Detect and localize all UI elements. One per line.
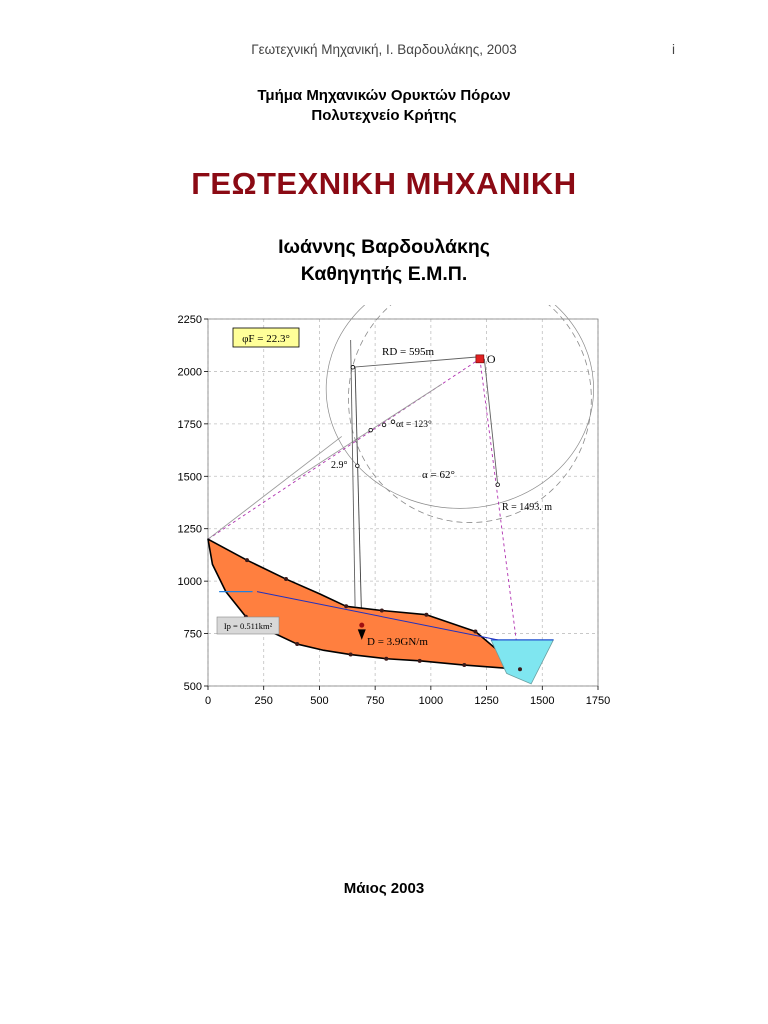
- surface-point: [379, 608, 384, 613]
- x-tick-label: 250: [255, 695, 273, 707]
- running-header: Γεωτεχνική Μηχανική, Ι. Βαρδουλάκης, 200…: [0, 42, 768, 62]
- phi-f-box: [232, 327, 300, 348]
- centre-marker: [475, 354, 485, 364]
- chord-line: [207, 436, 342, 540]
- phi-f-label: φF = 22.3°: [242, 333, 290, 345]
- point-o-label: O: [487, 352, 496, 366]
- page-number: i: [672, 42, 675, 57]
- surface-point: [284, 577, 288, 582]
- author-block: Ιωάννης Βαρδουλάκης Καθηγητής Ε.Μ.Π.: [0, 234, 768, 288]
- surface-point: [384, 656, 389, 661]
- construction-point: [355, 463, 360, 468]
- y-tick-label: 1750: [178, 419, 202, 431]
- surface-point: [518, 667, 522, 672]
- force-point: [359, 622, 365, 628]
- y-tick-label: 500: [184, 681, 202, 693]
- y-tick-label: 750: [184, 629, 202, 641]
- y-tick-label: 1500: [178, 471, 202, 483]
- y-tick-label: 1000: [178, 576, 202, 588]
- vertical-line-left: [350, 339, 356, 607]
- slope-stability-chart: φF = 22.3° Ip = 0.511km² RD = 595m Oαt = 12…: [178, 268, 610, 707]
- construction-point: [381, 422, 387, 428]
- surface-point: [424, 612, 429, 617]
- construction-point: [390, 419, 396, 424]
- r-radius-label: R = 1493. m: [502, 502, 552, 513]
- university-name: Πολυτεχνείο Κρήτης: [311, 107, 457, 124]
- surface-point: [462, 663, 467, 668]
- rd-circle-arc: [325, 268, 594, 509]
- surface-point: [245, 558, 249, 563]
- failure-circle-arc: [348, 274, 592, 523]
- construction-point: [368, 427, 373, 433]
- running-title: Γεωτεχνική Μηχανική, Ι. Βαρδουλάκης, 200…: [251, 42, 517, 57]
- surface-point: [295, 642, 300, 647]
- construction-point: [350, 365, 356, 370]
- radius-line: [483, 358, 499, 485]
- d-force-label: D = 3.9GN/m: [367, 636, 428, 648]
- plot-frame: [207, 318, 599, 687]
- ip-box: [216, 616, 280, 635]
- document-title: ΓΕΩΤΕΧΝΙΚΗ ΜΗΧΑΝΙΚΗ: [191, 166, 577, 201]
- radial-line: [292, 383, 443, 481]
- slide-mass: [207, 538, 521, 671]
- surface-point: [348, 652, 353, 657]
- author-name: Ιωάννης Βαρδουλάκης: [278, 236, 490, 258]
- construction-point: [495, 482, 500, 487]
- y-tick-label: 2000: [178, 366, 202, 378]
- x-tick-label: 750: [366, 695, 384, 707]
- rd-label: RD = 595m: [382, 346, 434, 358]
- y-tick-label: 1250: [178, 524, 202, 536]
- x-tick-label: 0: [205, 695, 211, 707]
- surface-point: [344, 604, 349, 609]
- x-tick-label: 1000: [419, 695, 443, 707]
- surface-point: [417, 658, 422, 663]
- angle-label: 2.9°: [331, 460, 348, 471]
- x-tick-label: 500: [310, 695, 328, 707]
- rd-line: [352, 356, 480, 368]
- x-tick-label: 1500: [530, 695, 554, 707]
- author-position: Καθηγητής Ε.Μ.Π.: [300, 263, 468, 285]
- publication-date: Μάιος 2003: [343, 880, 425, 897]
- surface-point: [473, 629, 478, 634]
- ip-label: Ip = 0.511km²: [224, 621, 273, 631]
- vertical-line-d: [354, 367, 363, 626]
- resultant-line: [256, 591, 498, 641]
- department-block: Τμήμα Μηχανικών Ορυκτών Πόρων Πολυτεχνεί…: [0, 86, 768, 126]
- alpha-label: α = 62°: [422, 469, 455, 481]
- department-name: Τμήμα Μηχανικών Ορυκτών Πόρων: [257, 87, 511, 104]
- x-tick-label: 1750: [586, 695, 610, 707]
- force-arrow-head: [357, 629, 366, 640]
- x-tick-label: 1250: [474, 695, 498, 707]
- alpha-t-label: αt = 123°: [396, 419, 432, 430]
- tangent-line-right: [479, 358, 521, 670]
- y-tick-label: 2250: [178, 314, 202, 326]
